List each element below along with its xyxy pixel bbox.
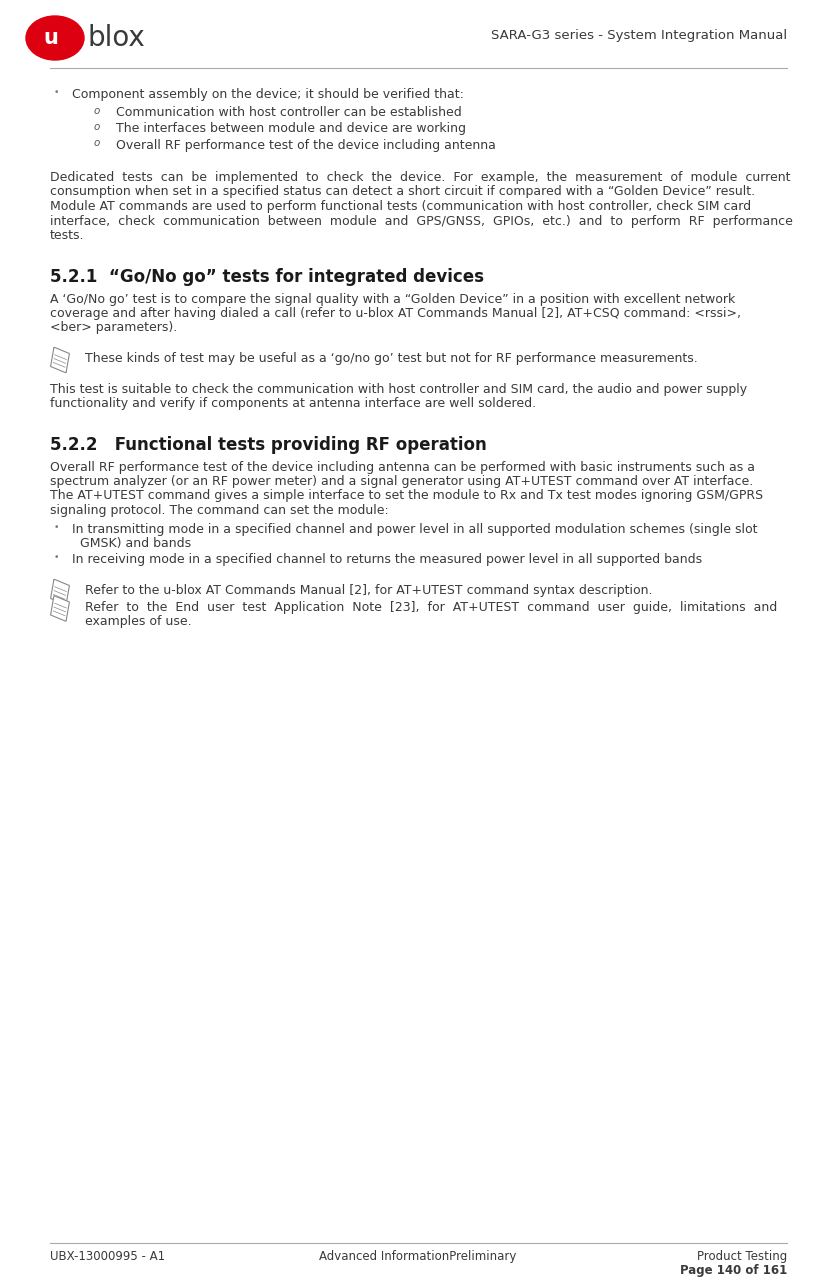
Text: A ‘Go/No go’ test is to compare the signal quality with a “Golden Device” in a p: A ‘Go/No go’ test is to compare the sign… [50,293,734,306]
FancyBboxPatch shape [50,596,69,622]
Text: In receiving mode in a specified channel to returns the measured power level in : In receiving mode in a specified channel… [72,554,701,567]
Text: functionality and verify if components at antenna interface are well soldered.: functionality and verify if components a… [50,397,536,410]
Text: Dedicated  tests  can  be  implemented  to  check  the  device.  For  example,  : Dedicated tests can be implemented to ch… [50,171,789,184]
Text: tests.: tests. [50,229,84,242]
Text: <ber> parameters).: <ber> parameters). [50,321,177,334]
Text: examples of use.: examples of use. [85,616,191,628]
Ellipse shape [26,15,84,60]
FancyBboxPatch shape [50,347,69,373]
Text: Page 140 of 161: Page 140 of 161 [679,1264,786,1277]
Text: signaling protocol. The command can set the module:: signaling protocol. The command can set … [50,504,388,517]
Text: Refer to the u-blox AT Commands Manual [2], for AT+UTEST command syntax descript: Refer to the u-blox AT Commands Manual [… [85,583,652,598]
Text: Overall RF performance test of the device including antenna: Overall RF performance test of the devic… [116,139,495,152]
Text: GMSK) and bands: GMSK) and bands [80,537,191,550]
Text: Refer  to  the  End  user  test  Application  Note  [23],  for  AT+UTEST  comman: Refer to the End user test Application N… [85,600,777,613]
Text: UBX-13000995 - A1: UBX-13000995 - A1 [50,1250,165,1263]
Text: o: o [94,139,100,149]
Text: Product Testing: Product Testing [696,1250,786,1263]
Text: The AT+UTEST command gives a simple interface to set the module to Rx and Tx tes: The AT+UTEST command gives a simple inte… [50,490,762,502]
Text: Component assembly on the device; it should be verified that:: Component assembly on the device; it sho… [72,87,463,102]
Text: Communication with host controller can be established: Communication with host controller can b… [116,105,461,118]
Text: Overall RF performance test of the device including antenna can be performed wit: Overall RF performance test of the devic… [50,460,754,473]
Text: •: • [54,554,59,563]
Text: 5.2.1  “Go/No go” tests for integrated devices: 5.2.1 “Go/No go” tests for integrated de… [50,267,483,285]
Text: blox: blox [88,24,145,51]
Text: u: u [43,28,59,48]
Text: 5.2.2   Functional tests providing RF operation: 5.2.2 Functional tests providing RF oper… [50,436,487,454]
Text: SARA-G3 series - System Integration Manual: SARA-G3 series - System Integration Manu… [490,28,786,41]
Text: This test is suitable to check the communication with host controller and SIM ca: This test is suitable to check the commu… [50,383,747,396]
Text: o: o [94,122,100,132]
Text: These kinds of test may be useful as a ‘go/no go’ test but not for RF performanc: These kinds of test may be useful as a ‘… [85,352,697,365]
Text: The interfaces between module and device are working: The interfaces between module and device… [116,122,466,135]
Text: In transmitting mode in a specified channel and power level in all supported mod: In transmitting mode in a specified chan… [72,523,757,536]
Text: Module AT commands are used to perform functional tests (communication with host: Module AT commands are used to perform f… [50,200,750,213]
Text: interface,  check  communication  between  module  and  GPS/GNSS,  GPIOs,  etc.): interface, check communication between m… [50,215,792,227]
Text: coverage and after having dialed a call (refer to u-blox AT Commands Manual [2],: coverage and after having dialed a call … [50,307,740,320]
Text: spectrum analyzer (or an RF power meter) and a signal generator using AT+UTEST c: spectrum analyzer (or an RF power meter)… [50,475,752,488]
Text: •: • [54,87,59,96]
Text: consumption when set in a specified status can detect a short circuit if compare: consumption when set in a specified stat… [50,185,754,198]
Text: Advanced InformationPreliminary: Advanced InformationPreliminary [319,1250,516,1263]
Text: •: • [54,523,59,532]
FancyBboxPatch shape [50,580,69,605]
Text: o: o [94,105,100,116]
